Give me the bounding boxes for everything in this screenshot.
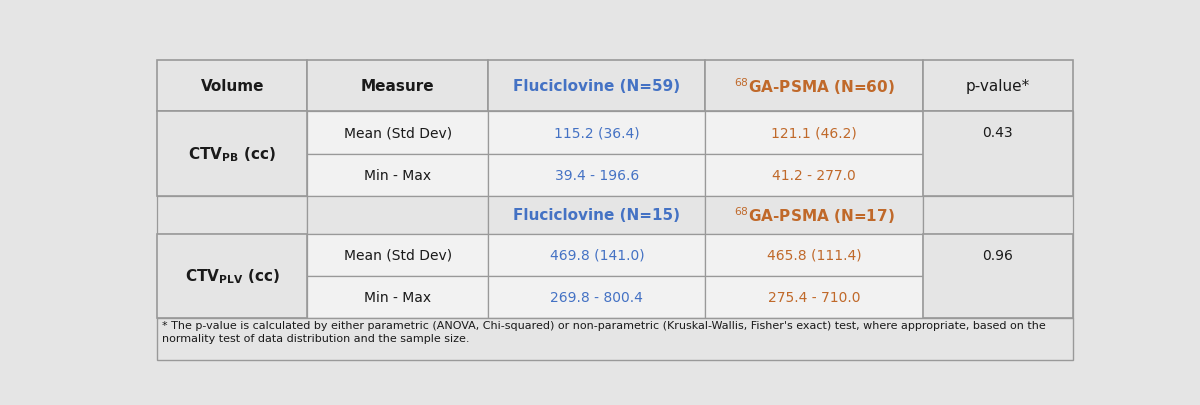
Text: 269.8 - 800.4: 269.8 - 800.4 xyxy=(551,290,643,304)
Text: * The p-value is calculated by either parametric (ANOVA, Chi-squared) or non-par: * The p-value is calculated by either pa… xyxy=(162,320,1046,343)
Bar xyxy=(706,112,923,154)
Text: $^{68}$GA-PSMA (N=60): $^{68}$GA-PSMA (N=60) xyxy=(733,76,894,97)
Bar xyxy=(157,112,307,196)
Bar xyxy=(488,234,706,276)
Text: Mean (Std Dev): Mean (Std Dev) xyxy=(343,126,452,140)
Text: p-value*: p-value* xyxy=(966,79,1030,94)
Bar xyxy=(923,234,1073,318)
Bar xyxy=(706,196,923,234)
Bar xyxy=(157,276,307,318)
Bar xyxy=(307,112,488,154)
Bar xyxy=(706,61,923,112)
Bar xyxy=(923,196,1073,234)
Text: $\mathbf{CTV}_{\mathbf{PB}}$ (cc): $\mathbf{CTV}_{\mathbf{PB}}$ (cc) xyxy=(188,145,276,164)
Text: 0.96: 0.96 xyxy=(982,248,1013,262)
Bar xyxy=(157,112,307,154)
Bar xyxy=(488,61,706,112)
Text: 465.8 (111.4): 465.8 (111.4) xyxy=(767,248,862,262)
Bar xyxy=(157,196,307,234)
Bar xyxy=(307,276,488,318)
Text: $\mathbf{CTV}_{\mathbf{PLV}}$ (cc): $\mathbf{CTV}_{\mathbf{PLV}}$ (cc) xyxy=(185,267,280,286)
Text: Volume: Volume xyxy=(200,79,264,94)
Bar xyxy=(307,234,488,276)
Bar xyxy=(923,276,1073,318)
Text: Fluciclovine (N=59): Fluciclovine (N=59) xyxy=(514,79,680,94)
Text: Fluciclovine (N=15): Fluciclovine (N=15) xyxy=(514,208,680,223)
Text: Min - Max: Min - Max xyxy=(365,168,432,182)
Bar xyxy=(923,154,1073,196)
Text: 121.1 (46.2): 121.1 (46.2) xyxy=(772,126,857,140)
Bar xyxy=(157,318,1073,360)
Bar xyxy=(307,61,488,112)
Text: 39.4 - 196.6: 39.4 - 196.6 xyxy=(554,168,640,182)
Text: 469.8 (141.0): 469.8 (141.0) xyxy=(550,248,644,262)
Bar xyxy=(706,276,923,318)
Bar xyxy=(307,196,488,234)
Text: 41.2 - 277.0: 41.2 - 277.0 xyxy=(772,168,856,182)
Bar xyxy=(157,234,307,318)
Bar xyxy=(706,154,923,196)
Text: 0.43: 0.43 xyxy=(983,126,1013,140)
Bar xyxy=(923,61,1073,112)
Bar xyxy=(488,154,706,196)
Bar xyxy=(488,112,706,154)
Text: 115.2 (36.4): 115.2 (36.4) xyxy=(554,126,640,140)
Bar xyxy=(157,61,307,112)
Text: $^{68}$GA-PSMA (N=17): $^{68}$GA-PSMA (N=17) xyxy=(733,205,894,226)
Bar xyxy=(157,234,307,276)
Bar xyxy=(923,234,1073,276)
Text: Measure: Measure xyxy=(361,79,434,94)
Bar xyxy=(157,154,307,196)
Text: Mean (Std Dev): Mean (Std Dev) xyxy=(343,248,452,262)
Text: 275.4 - 710.0: 275.4 - 710.0 xyxy=(768,290,860,304)
Bar xyxy=(488,196,706,234)
Bar xyxy=(923,112,1073,196)
Bar xyxy=(488,276,706,318)
Bar xyxy=(706,234,923,276)
Text: Min - Max: Min - Max xyxy=(365,290,432,304)
Bar xyxy=(923,112,1073,154)
Bar xyxy=(307,154,488,196)
